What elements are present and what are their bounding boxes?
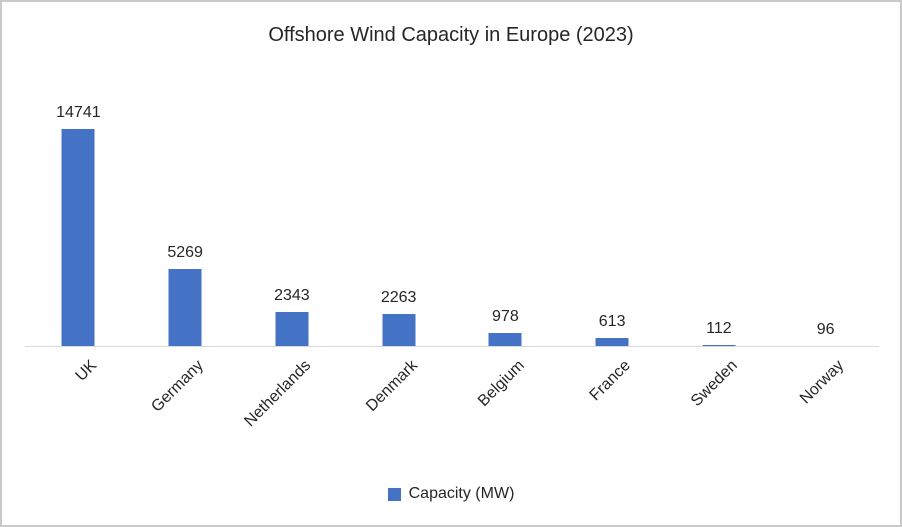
bar-denmark[interactable] <box>382 314 416 347</box>
plot-area: 14741 UK 5269 Germany 2343 Netherlands 2263 Den… <box>25 2 879 430</box>
x-axis-label-belgium: Belgium <box>474 357 528 410</box>
x-axis-label-denmark: Denmark <box>362 357 421 415</box>
bar-slot: 613 France <box>559 2 666 404</box>
bar-slot: 14741 UK <box>25 2 132 385</box>
x-axis-label-netherlands: Netherlands <box>240 357 314 431</box>
bar-slot: 2343 Netherlands <box>239 2 346 430</box>
bar-slot: 96 Norway <box>772 2 879 407</box>
bar-slot: 2263 Denmark <box>345 2 452 415</box>
bar-value-label: 978 <box>492 308 519 325</box>
x-axis-line <box>25 346 879 347</box>
bar-value-label: 5269 <box>167 244 203 261</box>
legend-label: Capacity (MW) <box>408 485 515 502</box>
chart-title: Offshore Wind Capacity in Europe (2023) <box>268 24 634 46</box>
x-axis-label-sweden: Sweden <box>687 357 741 410</box>
bar-germany[interactable] <box>168 269 202 347</box>
bar-france[interactable] <box>595 338 629 347</box>
bar-uk[interactable] <box>61 129 95 347</box>
bar-value-label: 14741 <box>56 104 101 121</box>
bar-slot: 5269 Germany <box>132 2 239 416</box>
bar-belgium[interactable] <box>488 333 522 347</box>
bar-value-label: 112 <box>706 320 732 337</box>
x-axis-label-france: France <box>586 357 635 405</box>
bar-slot: 978 Belgium <box>452 2 559 410</box>
x-axis-label-germany: Germany <box>148 357 208 416</box>
legend[interactable]: Capacity (MW) <box>2 485 900 503</box>
bar-value-label: 96 <box>816 321 835 338</box>
bar-slot: 112 Sweden <box>666 2 773 410</box>
x-axis-label-norway: Norway <box>797 357 848 408</box>
bar-netherlands[interactable] <box>275 312 309 347</box>
legend-square-icon <box>387 487 401 501</box>
bar-value-label: 2343 <box>274 287 310 304</box>
x-axis-label-uk: UK <box>72 357 101 385</box>
bar-value-label: 2263 <box>380 289 417 306</box>
bar-value-label: 613 <box>598 313 626 330</box>
